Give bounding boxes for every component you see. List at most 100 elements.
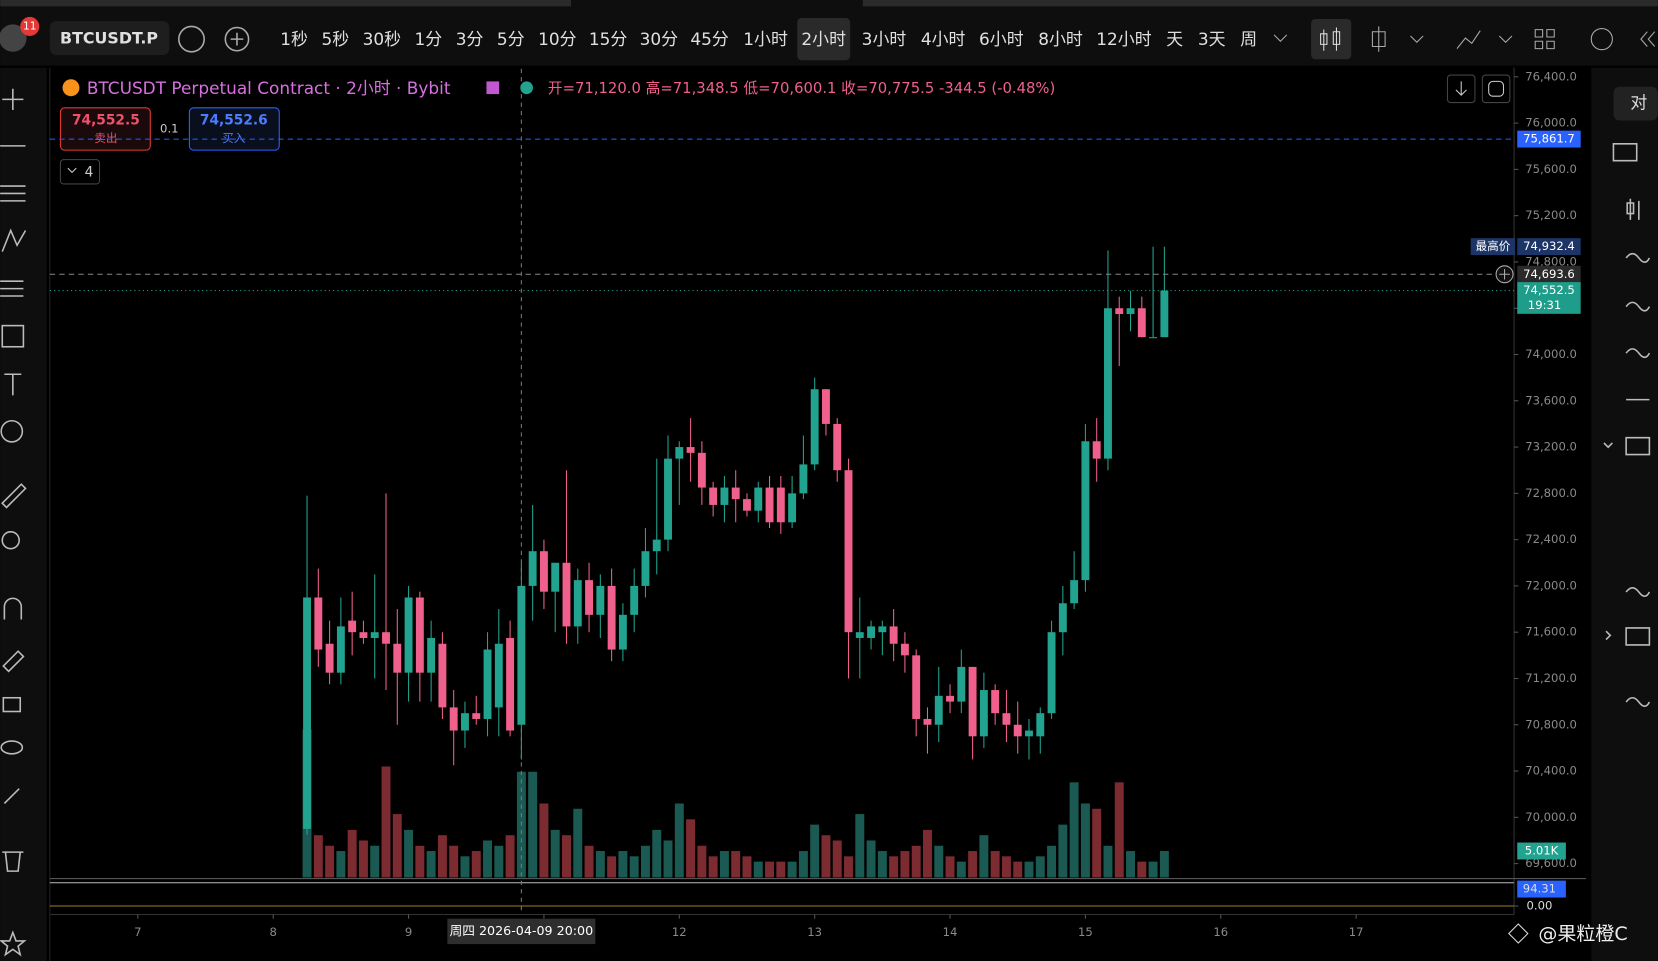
shape-tool[interactable] (1, 324, 25, 348)
candle-body (979, 690, 988, 737)
interval-button[interactable]: 1小时 (743, 29, 788, 49)
active-interval-bg (797, 17, 851, 61)
emoji-tool[interactable] (0, 419, 24, 443)
lock-tool[interactable] (2, 696, 22, 713)
candle-body (1137, 308, 1146, 338)
symbol[interactable]: BTCUSDT.P (60, 29, 158, 48)
add-icon[interactable] (224, 26, 250, 52)
sell-label[interactable]: 卖出 (94, 131, 117, 145)
indicator-toggle[interactable] (59, 159, 101, 185)
quantity[interactable]: 0.1 (160, 121, 178, 135)
zoom-tool[interactable] (1, 530, 20, 550)
interval-button[interactable]: 1秒 (280, 29, 308, 49)
alert-icon[interactable] (1590, 28, 1613, 51)
volume-bar (358, 840, 368, 878)
pattern-tool[interactable] (1, 228, 27, 252)
candle-body (472, 713, 481, 719)
candle-body (314, 597, 323, 650)
volume-bar (922, 829, 932, 878)
scroll-button[interactable] (1446, 74, 1476, 104)
crosshair-tool[interactable] (2, 88, 24, 110)
folder-add-icon[interactable] (1612, 142, 1638, 162)
bar-icon[interactable] (1371, 26, 1386, 52)
interval-button[interactable]: 天 (1166, 29, 1183, 49)
folder-icons[interactable] (1603, 436, 1651, 646)
interval-button[interactable]: 2小时 (801, 29, 846, 49)
candle-body (449, 707, 458, 731)
link-tool[interactable] (3, 788, 20, 805)
interval-button[interactable]: 12小时 (1096, 29, 1151, 49)
indicator-count[interactable]: 4 (85, 164, 94, 180)
text-tool[interactable] (4, 373, 22, 396)
delete-tool[interactable] (2, 851, 24, 872)
interval-button[interactable]: 45分 (690, 29, 729, 49)
lock-draw-tool[interactable] (2, 650, 25, 673)
sell-price[interactable]: 74,552.5 (72, 113, 140, 129)
volume-marker-label: 5.01K (1525, 843, 1559, 857)
interval-button[interactable]: 30分 (640, 29, 679, 49)
ruler-tool[interactable] (1, 483, 27, 509)
y-tick-label: 69,600.0 (1525, 856, 1577, 870)
candle-body (934, 695, 943, 725)
interval-button[interactable]: 6小时 (979, 29, 1024, 49)
more-intervals[interactable] (1273, 34, 1288, 42)
volume-bar (866, 840, 876, 878)
interval-button[interactable]: 10分 (538, 29, 577, 49)
interval-button[interactable]: 周 (1240, 29, 1257, 49)
candle-body (968, 666, 977, 737)
symbol-button[interactable] (49, 21, 170, 55)
y-tick-label: 70,400.0 (1525, 764, 1577, 778)
interval-button[interactable]: 5分 (497, 29, 525, 49)
watermark-logo (1508, 923, 1529, 944)
badge-count: 11 (23, 20, 36, 32)
volume-bar (449, 845, 459, 878)
right-panel (1591, 67, 1658, 961)
side-button[interactable] (1613, 86, 1658, 121)
y-tick-label: 73,600.0 (1525, 393, 1577, 407)
crosshair-time-label: 周四 2026-04-09 20:00 (450, 923, 594, 938)
price-marker (1517, 265, 1581, 283)
projection-tool[interactable] (0, 280, 24, 297)
interval-button[interactable]: 15分 (589, 29, 628, 49)
volume-bar (426, 851, 436, 878)
collapse-icon[interactable] (1640, 31, 1656, 47)
y-tick-label: 73,200.0 (1525, 440, 1577, 454)
candle-body (991, 690, 1000, 714)
buy-label[interactable]: 买入 (222, 131, 246, 145)
reset-button[interactable] (1481, 74, 1511, 104)
buy-price[interactable]: 74,552.6 (200, 113, 268, 129)
side-button-label[interactable]: 对 (1630, 93, 1647, 113)
volume-bar (1159, 850, 1169, 878)
x-tick-label: 12 (672, 925, 687, 939)
candle-body (551, 562, 560, 592)
volume-bar (731, 851, 741, 878)
candle-body (855, 632, 864, 638)
indicator-icon[interactable] (1456, 30, 1481, 49)
favorite-icon[interactable] (178, 25, 205, 53)
fib-tool[interactable] (0, 185, 26, 202)
candles-icon[interactable] (1626, 198, 1640, 220)
interval-button[interactable]: 3分 (456, 29, 484, 49)
chart-type-button[interactable] (1311, 19, 1352, 60)
interval-button[interactable]: 1分 (414, 29, 442, 49)
candle-body (957, 666, 966, 702)
interval-button[interactable]: 8小时 (1038, 29, 1083, 49)
indicator-icons[interactable] (1625, 252, 1651, 707)
visibility-tool[interactable] (0, 740, 24, 755)
interval-button[interactable]: 5秒 (321, 29, 349, 49)
dropdown[interactable] (1410, 35, 1513, 44)
magnet-tool[interactable] (3, 597, 23, 620)
favorite-tool[interactable] (0, 930, 27, 957)
interval-button[interactable]: 3天 (1198, 29, 1226, 49)
interval-button[interactable]: 4小时 (921, 29, 966, 49)
interval-button[interactable]: 3小时 (862, 29, 907, 49)
candle-body (607, 585, 616, 650)
layout-icon[interactable] (1534, 29, 1555, 50)
interval-button[interactable]: 30秒 (363, 29, 402, 49)
volume-bar (844, 856, 853, 878)
volume-bar (550, 829, 560, 878)
volume-bar (313, 835, 323, 878)
avatar[interactable] (0, 24, 27, 52)
tab-strip (862, 0, 1658, 7)
oscillator-label: 94.31 (1523, 882, 1556, 896)
